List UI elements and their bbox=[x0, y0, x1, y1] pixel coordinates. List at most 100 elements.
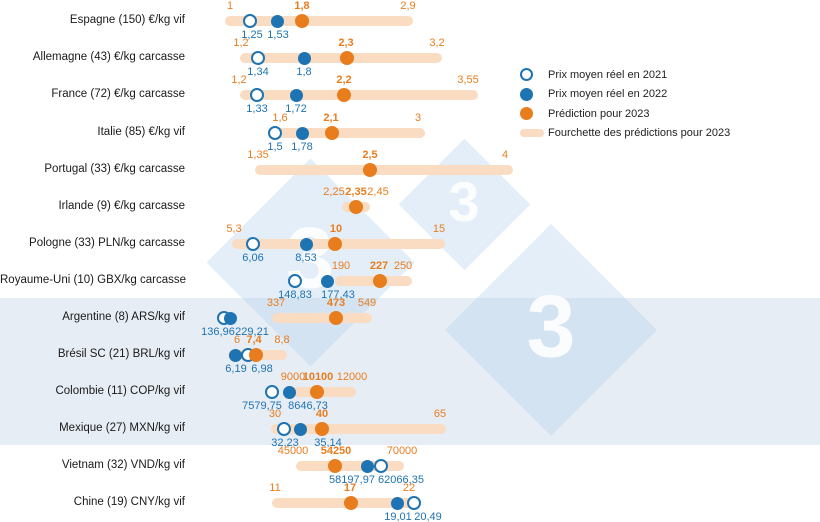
prediction-2023-dot bbox=[249, 348, 263, 362]
range-max-label: 3 bbox=[414, 112, 422, 124]
legend-label: Prédiction pour 2023 bbox=[548, 107, 650, 120]
prediction-range-bar bbox=[255, 165, 513, 175]
prediction-2023-dot bbox=[295, 14, 309, 28]
prediction-2023-dot bbox=[328, 459, 342, 473]
value-2022-label: 1,8 bbox=[296, 66, 312, 78]
price-2022-dot bbox=[297, 51, 311, 65]
price-2021-dot bbox=[288, 274, 302, 288]
range-max-label: 65 bbox=[433, 408, 447, 420]
value-2021-label: 1,5 bbox=[267, 141, 283, 153]
country-label: Royaume-Uni (10) GBX/kg carcasse bbox=[0, 274, 186, 286]
range-min-label: 2,25 bbox=[323, 186, 345, 198]
price-2022-dot bbox=[228, 348, 242, 362]
value-2021-label: 6,98 bbox=[251, 363, 273, 375]
range-min-label: 1 bbox=[226, 0, 234, 12]
value-2021-label: 7579,75 bbox=[242, 400, 282, 412]
value-2021-label: 148,83 bbox=[278, 289, 312, 301]
range-max-label: 250 bbox=[393, 260, 413, 272]
prediction-label: 10100 bbox=[302, 371, 334, 383]
prediction-label: 10 bbox=[329, 223, 343, 235]
price-2021-dot bbox=[374, 459, 388, 473]
price-2022-dot bbox=[360, 459, 374, 473]
legend-item-2021: Prix moyen réel en 2021 bbox=[520, 68, 730, 81]
range-max-label: 3,55 bbox=[457, 74, 479, 86]
price-2022-dot bbox=[223, 311, 237, 325]
legend-item-range: Fourchette des prédictions pour 2023 bbox=[520, 127, 730, 140]
prediction-2023-dot bbox=[315, 422, 329, 436]
value-2021-label: 62066,35 bbox=[378, 474, 424, 486]
legend-item-prediction: Prédiction pour 2023 bbox=[520, 107, 730, 120]
country-label: Irlande (9) €/kg carcasse bbox=[58, 200, 185, 212]
price-2021-dot bbox=[243, 14, 257, 28]
range-max-label: 2,45 bbox=[367, 186, 389, 198]
price-2021-dot bbox=[407, 496, 421, 510]
range-max-label: 12000 bbox=[336, 371, 368, 383]
value-2021-label: 20,49 bbox=[414, 511, 442, 522]
range-max-label: 70000 bbox=[386, 445, 418, 457]
prediction-label: 7,4 bbox=[246, 334, 262, 346]
filled-circle-icon bbox=[520, 87, 548, 101]
price-2022-dot bbox=[320, 274, 334, 288]
prediction-label: 2,3 bbox=[338, 37, 354, 49]
range-max-label: 8,8 bbox=[274, 334, 290, 346]
range-min-label: 337 bbox=[266, 297, 286, 309]
price-2021-dot bbox=[250, 88, 264, 102]
country-label: Colombie (11) COP/kg vif bbox=[55, 385, 185, 397]
prediction-range-bar bbox=[240, 90, 478, 100]
value-2021-label: 6,06 bbox=[242, 252, 264, 264]
legend-label: Prix moyen réel en 2022 bbox=[548, 88, 668, 100]
range-min-label: 30 bbox=[268, 408, 282, 420]
value-2022-label: 8646,73 bbox=[288, 400, 328, 412]
prediction-label: 2,1 bbox=[323, 112, 339, 124]
country-label: Argentine (8) ARS/kg vif bbox=[62, 311, 185, 323]
prediction-2023-dot bbox=[344, 496, 358, 510]
value-2021-label: 1,33 bbox=[246, 103, 268, 115]
prediction-label: 2,35 bbox=[345, 186, 367, 198]
prediction-range-bar bbox=[269, 128, 425, 138]
country-label: Allemagne (43) €/kg carcasse bbox=[32, 51, 185, 63]
range-max-label: 3,2 bbox=[429, 37, 445, 49]
price-2022-dot bbox=[390, 496, 404, 510]
prediction-2023-dot bbox=[325, 126, 339, 140]
prediction-2023-dot bbox=[310, 385, 324, 399]
prediction-2023-dot bbox=[328, 237, 342, 251]
value-2022-label: 1,72 bbox=[285, 103, 307, 115]
country-label: Espagne (150) €/kg vif bbox=[69, 14, 185, 26]
country-label: Portugal (33) €/kg carcasse bbox=[44, 163, 185, 175]
prediction-range-bar bbox=[225, 16, 413, 26]
price-2022-dot bbox=[293, 422, 307, 436]
range-min-label: 5,3 bbox=[226, 223, 242, 235]
prediction-label: 2,5 bbox=[362, 149, 378, 161]
price-2021-dot bbox=[251, 51, 265, 65]
value-2022-label: 1,53 bbox=[267, 29, 289, 41]
value-2021-label: 32,23 bbox=[271, 437, 299, 449]
range-min-label: 9000 bbox=[280, 371, 306, 383]
prediction-label: 1,8 bbox=[294, 0, 310, 12]
open-circle-icon bbox=[520, 68, 548, 81]
prediction-label: 473 bbox=[326, 297, 346, 309]
legend-label: Prix moyen réel en 2021 bbox=[548, 68, 668, 81]
range-max-label: 22 bbox=[402, 482, 416, 494]
value-2022-label: 8,53 bbox=[295, 252, 317, 264]
prediction-label: 227 bbox=[369, 260, 389, 272]
prediction-2023-dot bbox=[349, 200, 363, 214]
value-2021-label: 136,96 bbox=[201, 326, 235, 338]
value-2022-label: 177,43 bbox=[321, 289, 355, 301]
prediction-2023-dot bbox=[337, 88, 351, 102]
value-2022-label: 6,19 bbox=[225, 363, 247, 375]
range-min-label: 6 bbox=[233, 334, 241, 346]
price-2022-dot bbox=[289, 88, 303, 102]
price-2021-dot bbox=[277, 422, 291, 436]
range-min-label: 1,35 bbox=[247, 149, 269, 161]
value-2022-label: 229,21 bbox=[235, 326, 269, 338]
range-max-label: 2,9 bbox=[400, 0, 416, 12]
value-2022-label: 58197,97 bbox=[329, 474, 375, 486]
range-min-label: 190 bbox=[331, 260, 351, 272]
price-2021-dot bbox=[265, 385, 279, 399]
prediction-2023-dot bbox=[340, 51, 354, 65]
country-label: Mexique (27) MXN/kg vif bbox=[59, 422, 185, 434]
prediction-range-bar bbox=[292, 387, 356, 397]
prediction-range-bar bbox=[271, 424, 446, 434]
prediction-range-bar bbox=[272, 313, 372, 323]
